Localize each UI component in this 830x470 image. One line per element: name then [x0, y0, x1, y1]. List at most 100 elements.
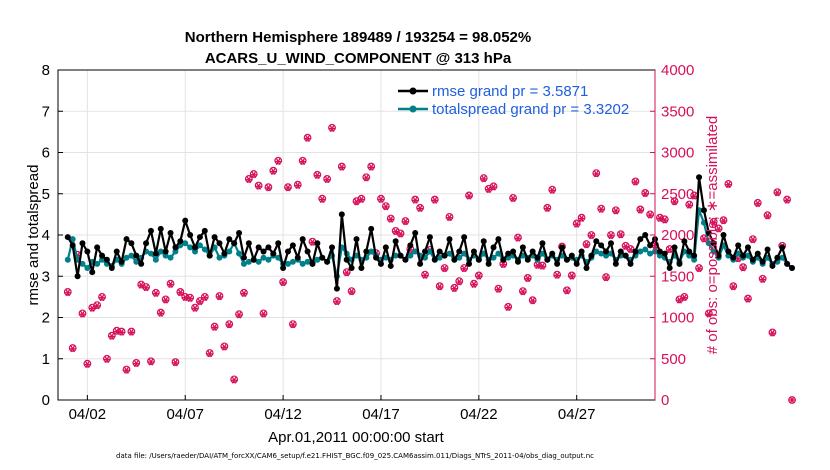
- rmse-point: [108, 265, 115, 271]
- obs-assimilated-point: [284, 184, 292, 192]
- asterisk-stroke: [65, 289, 71, 297]
- obs-assimilated-point: [587, 232, 595, 240]
- rmse-point: [172, 244, 179, 251]
- legend-rmse-marker: [409, 87, 417, 95]
- obs-possible-point: [362, 173, 371, 182]
- obs-assimilated-point: [113, 328, 121, 335]
- obs-assimilated-point: [759, 276, 767, 284]
- obs-possible-point: [514, 233, 522, 242]
- obs-assimilated-point: [485, 186, 493, 194]
- right-tick-label: 4000: [661, 62, 694, 79]
- obs-possible-point: [783, 195, 792, 204]
- totalspread-point: [196, 242, 203, 249]
- rmse-point: [774, 254, 781, 261]
- asterisk-stroke: [471, 281, 477, 288]
- rmse-point: [524, 256, 531, 263]
- asterisk-stroke: [422, 271, 428, 279]
- totalspread-point: [182, 240, 189, 247]
- rmse-point: [647, 242, 654, 249]
- obs-possible-point: [450, 283, 459, 292]
- rmse-point: [143, 240, 150, 247]
- asterisk-stroke: [246, 176, 252, 184]
- obs-possible-point: [230, 375, 239, 384]
- asterisk-stroke: [256, 182, 261, 190]
- asterisk-stroke: [770, 329, 775, 337]
- rmse-point: [324, 258, 331, 265]
- obs-possible-point: [161, 295, 170, 304]
- asterisk-stroke: [623, 243, 629, 251]
- asterisk-stroke: [730, 283, 736, 291]
- rmse-point: [74, 273, 81, 280]
- rmse-point: [691, 252, 698, 259]
- rmse-point: [79, 240, 86, 247]
- obs-assimilated-point: [602, 274, 610, 282]
- obs-assimilated-point: [685, 201, 693, 209]
- obs-possible-point: [83, 359, 92, 368]
- obs-assimilated-point: [255, 182, 263, 190]
- rmse-point: [94, 244, 101, 251]
- obs-assimilated-point: [348, 288, 356, 296]
- asterisk-stroke: [148, 358, 154, 366]
- obs-assimilated-point: [504, 304, 512, 312]
- obs-possible-point: [200, 292, 209, 301]
- totalspread-point: [265, 256, 272, 263]
- right-tick-label: 1500: [661, 268, 694, 285]
- obs-possible-point: [695, 264, 703, 272]
- obs-possible-point: [284, 183, 292, 192]
- rmse-point: [627, 260, 634, 267]
- asterisk-stroke: [564, 287, 570, 295]
- obs-assimilated-point: [519, 288, 527, 296]
- rmse-point: [461, 234, 468, 241]
- asterisk-stroke: [510, 195, 516, 203]
- left-tick-label: 7: [42, 103, 50, 120]
- obs-possible-point: [215, 292, 224, 300]
- x-axis-label: Apr.01,2011 00:00:00 start: [268, 429, 445, 446]
- obs-possible-point: [704, 309, 713, 318]
- asterisk-stroke: [593, 170, 599, 178]
- rmse-point: [343, 256, 350, 263]
- rmse-point: [661, 250, 668, 257]
- obs-possible-point: [274, 156, 283, 165]
- obs-assimilated-point: [729, 283, 737, 291]
- obs-assimilated-point: [666, 246, 674, 254]
- obs-assimilated-point: [592, 170, 600, 178]
- asterisk-stroke: [383, 203, 389, 211]
- obs-assimilated-point: [392, 228, 400, 236]
- rmse-point: [490, 244, 497, 251]
- obs-assimilated-point: [171, 359, 180, 367]
- asterisk-stroke: [207, 350, 213, 358]
- totalspread-point: [133, 258, 140, 265]
- obs-assimilated-point: [582, 241, 591, 249]
- obs-possible-point: [347, 287, 356, 296]
- x-tick-label: 04/02: [69, 406, 107, 423]
- obs-possible-point: [235, 310, 243, 319]
- obs-assimilated-point: [749, 236, 757, 244]
- totalspread-point: [94, 260, 101, 267]
- obs-possible-point: [264, 183, 273, 192]
- rmse-point: [475, 256, 482, 263]
- asterisk-stroke: [319, 196, 325, 203]
- obs-possible-point: [171, 358, 180, 366]
- rmse-point: [118, 258, 125, 265]
- asterisk-stroke: [177, 289, 183, 297]
- totalspread-point: [642, 246, 649, 253]
- right-tick-label: 2000: [661, 227, 694, 244]
- totalspread-point: [456, 254, 463, 261]
- totalspread-point: [64, 256, 71, 263]
- obs-possible-point: [357, 194, 366, 203]
- obs-assimilated-point: [64, 289, 72, 297]
- asterisk-stroke: [251, 171, 257, 179]
- asterisk-stroke: [163, 296, 169, 304]
- asterisk-stroke: [173, 359, 178, 367]
- rmse-point: [368, 225, 375, 232]
- footer-data-file: data file: /Users/raeder/DAI/ATM_forcXX/…: [116, 452, 594, 460]
- asterisk-stroke: [662, 216, 668, 224]
- asterisk-stroke: [721, 217, 726, 225]
- obs-assimilated-point: [710, 219, 718, 227]
- asterisk-stroke: [80, 310, 85, 318]
- rmse-point: [255, 244, 262, 251]
- obs-assimilated-point: [715, 225, 723, 233]
- obs-assimilated-point: [455, 278, 463, 286]
- obs-assimilated-point: [352, 198, 361, 206]
- obs-possible-point: [68, 344, 77, 352]
